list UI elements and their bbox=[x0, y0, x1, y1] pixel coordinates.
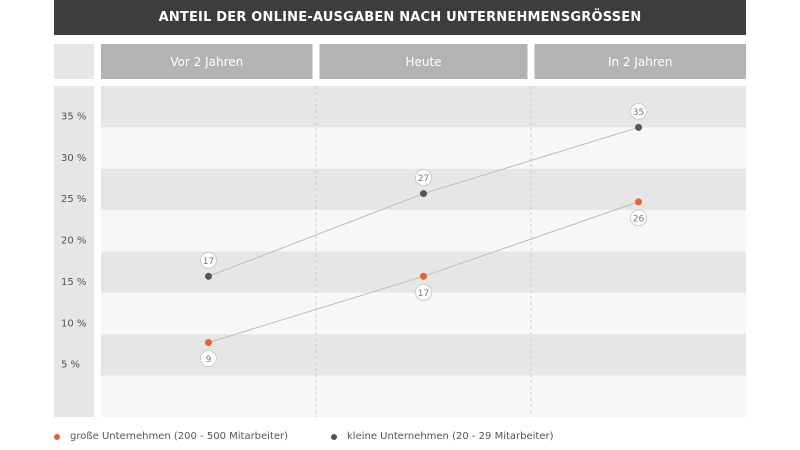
axis-column-background bbox=[54, 86, 94, 417]
data-label: 17 bbox=[203, 257, 214, 267]
category-header-box bbox=[534, 44, 746, 79]
data-point bbox=[635, 198, 642, 206]
category-label: Vor 2 Jahren bbox=[170, 55, 243, 69]
legend-label-small-companies: kleine Unternehmen (20 - 29 Mitarbeiter) bbox=[347, 431, 554, 442]
grid-band bbox=[101, 210, 746, 252]
category-header-box bbox=[319, 44, 528, 79]
data-point bbox=[205, 272, 212, 280]
legend-marker-small-companies bbox=[331, 433, 337, 440]
legend-item-small-companies: kleine Unternehmen (20 - 29 Mitarbeiter) bbox=[331, 431, 554, 442]
y-tick-label: 30 % bbox=[61, 153, 86, 164]
axis-header-cell bbox=[54, 44, 94, 79]
y-tick-label: 5 % bbox=[61, 360, 80, 371]
data-point bbox=[420, 272, 427, 280]
data-label-bubble bbox=[200, 251, 217, 269]
data-point bbox=[420, 190, 427, 198]
grid-band bbox=[101, 375, 746, 417]
y-tick-label: 10 % bbox=[61, 318, 86, 329]
data-label-bubble bbox=[200, 350, 217, 368]
data-label-bubble bbox=[415, 169, 432, 187]
data-label: 35 bbox=[633, 108, 644, 118]
y-tick-label: 15 % bbox=[61, 277, 86, 288]
legend-item-large-companies: große Unternehmen (200 - 500 Mitarbeiter… bbox=[54, 431, 288, 442]
legend: große Unternehmen (200 - 500 Mitarbeiter… bbox=[0, 431, 800, 445]
data-point bbox=[635, 123, 642, 131]
data-point bbox=[205, 339, 212, 347]
data-label-bubble bbox=[415, 283, 432, 301]
data-label: 26 bbox=[633, 214, 645, 224]
grid-band bbox=[101, 334, 746, 376]
category-label: In 2 Jahren bbox=[608, 55, 673, 69]
category-label: Heute bbox=[405, 55, 441, 69]
grid-band bbox=[101, 127, 746, 169]
legend-label-large-companies: große Unternehmen (200 - 500 Mitarbeiter… bbox=[70, 431, 289, 442]
y-tick-label: 20 % bbox=[61, 236, 86, 247]
category-header-box bbox=[101, 44, 313, 79]
data-label-bubble bbox=[630, 209, 647, 227]
data-label: 27 bbox=[418, 174, 429, 184]
y-tick-label: 35 % bbox=[61, 111, 86, 122]
data-label: 9 bbox=[206, 355, 212, 365]
data-label: 17 bbox=[418, 289, 429, 299]
data-label-bubble bbox=[630, 102, 647, 120]
y-tick-label: 25 % bbox=[61, 194, 86, 205]
grid-band bbox=[101, 86, 746, 128]
legend-marker-large-companies bbox=[54, 433, 60, 440]
chart-title: ANTEIL DER ONLINE-AUSGABEN NACH UNTERNEH… bbox=[54, 0, 746, 35]
